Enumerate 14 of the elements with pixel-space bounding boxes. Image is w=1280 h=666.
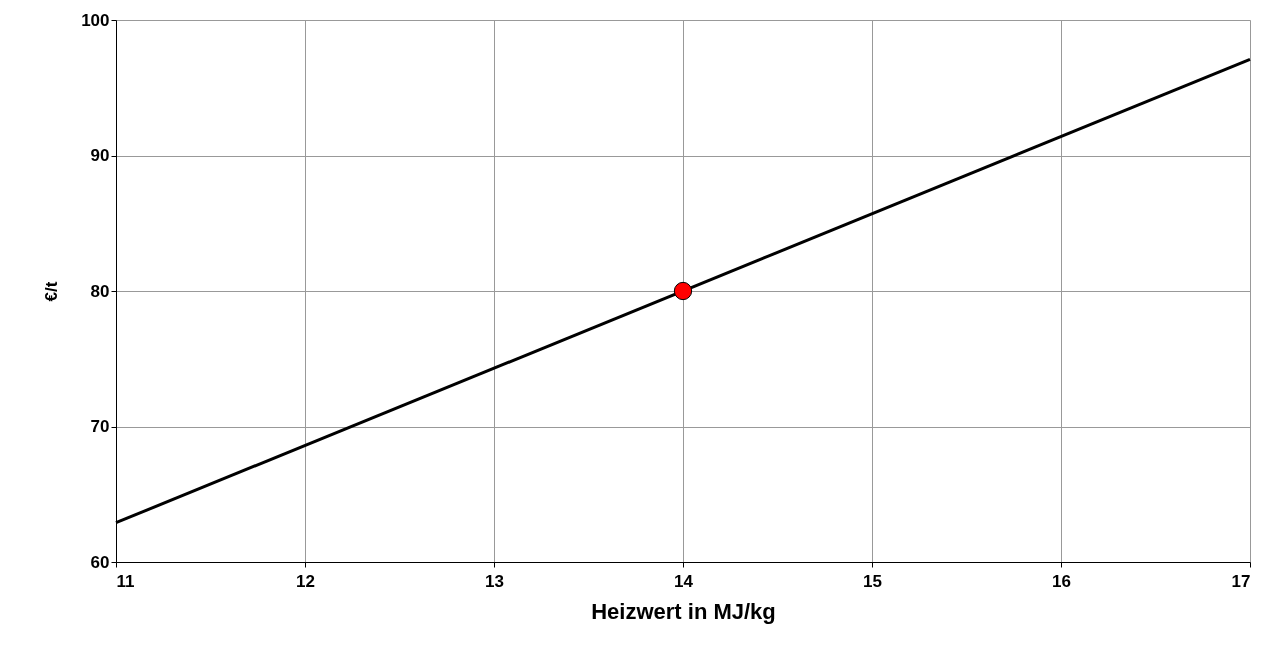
y-tick-label: 80 bbox=[90, 281, 110, 301]
y-tick-label: 100 bbox=[81, 10, 110, 30]
x-tick-label: 16 bbox=[1052, 571, 1071, 591]
y-tick-label: 60 bbox=[90, 552, 110, 572]
y-axis-title: €/t bbox=[42, 281, 62, 302]
x-tick-label: 12 bbox=[296, 571, 315, 591]
x-tick-label: 17 bbox=[1231, 571, 1251, 591]
x-tick-label: 11 bbox=[116, 571, 135, 591]
x-tick-label: 13 bbox=[485, 571, 504, 591]
y-tick-label: 90 bbox=[90, 146, 110, 165]
x-axis-title: Heizwert in MJ/kg bbox=[591, 598, 776, 624]
y-tick-label: 70 bbox=[90, 417, 110, 436]
x-tick-label: 14 bbox=[674, 571, 694, 591]
x-tick-label: 15 bbox=[863, 571, 882, 591]
